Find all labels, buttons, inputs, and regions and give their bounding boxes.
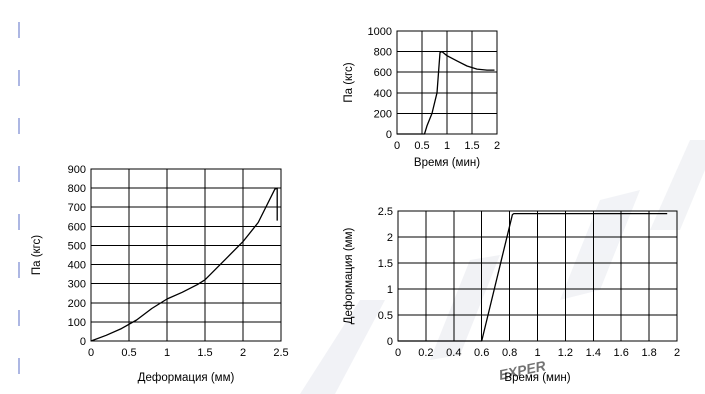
x-axis-title: Деформация (мм)	[138, 372, 235, 384]
x-axis-title: Время (мин)	[504, 372, 570, 384]
y-axis-title: Па (кгс)	[31, 235, 43, 275]
x-tick-label: 1.4	[586, 347, 601, 359]
y-tick-label: 500	[68, 240, 86, 252]
y-tick-label: 800	[68, 183, 86, 195]
x-tick-label: 0	[395, 347, 401, 359]
series-line	[397, 50, 495, 135]
y-axis-title: Деформация (мм)	[343, 228, 355, 325]
x-tick-label: 0.2	[418, 347, 433, 359]
x-tick-label: 0.4	[446, 347, 461, 359]
chart-deformation-vs-time: 0 0.2 0.4 0.6 0.8 1 1.2 1.4 1.6 1.8 2 0 0.5 1 1.5 2 2.5 В…	[343, 206, 680, 384]
x-tick-label: 1.2	[558, 347, 573, 359]
x-axis-title: Время (мин)	[414, 157, 480, 169]
x-tick-label: 1.6	[614, 347, 629, 359]
watermark-stroke	[650, 140, 705, 230]
y-tick-label: 0	[386, 129, 392, 141]
y-tick-label: 300	[68, 279, 86, 291]
y-tick-label: 2.5	[378, 206, 393, 218]
y-tick-label: 2	[387, 232, 393, 244]
y-tick-label: 200	[374, 108, 392, 120]
series-line	[90, 187, 278, 342]
plot-frame	[397, 210, 678, 342]
x-tick-label: 0.6	[474, 347, 489, 359]
plot-frame	[90, 168, 282, 342]
y-axis-title: Па (кгс)	[343, 62, 355, 102]
watermark: EXPER	[300, 140, 705, 394]
y-tick-label: 1.5	[378, 258, 393, 270]
x-tick-label: 2	[494, 140, 500, 152]
y-tick-label: 0	[80, 336, 86, 348]
y-tick-label: 600	[374, 67, 392, 79]
chart-force-vs-time: 0 0.5 1 1.5 2 0 200 400 600 800 1000 Время (мин) Па …	[343, 26, 500, 169]
y-tick-label: 1000	[368, 26, 392, 38]
x-tick-label: 1.8	[641, 347, 656, 359]
y-tick-label: 400	[374, 88, 392, 100]
watermark-stroke	[300, 300, 385, 394]
y-tick-label: 1	[387, 284, 393, 296]
y-tick-label: 400	[68, 260, 86, 272]
y-tick-label: 0.5	[378, 310, 393, 322]
x-tick-label: 1.5	[197, 347, 212, 359]
watermark-stroke	[430, 255, 500, 360]
x-tick-label: 0	[394, 140, 400, 152]
y-tick-label: 700	[68, 202, 86, 214]
x-tick-label: 0	[88, 347, 94, 359]
y-tick-label: 0	[387, 336, 393, 348]
chart-force-vs-deformation: 0 0.5 1 1.5 2 2.5 0 100 200 300 400 500 600 700 800 900…	[31, 164, 289, 384]
y-tick-label: 900	[68, 164, 86, 176]
x-tick-label: 1	[164, 347, 170, 359]
y-tick-label: 100	[68, 317, 86, 329]
x-tick-label: 2	[240, 347, 246, 359]
series-line	[398, 212, 668, 342]
x-tick-label: 1.5	[464, 140, 479, 152]
x-tick-label: 0.5	[414, 140, 429, 152]
y-tick-label: 200	[68, 298, 86, 310]
y-tick-label: 600	[68, 221, 86, 233]
plot-frame	[396, 30, 498, 135]
x-tick-label: 0.5	[121, 347, 136, 359]
watermark-stroke	[560, 190, 640, 300]
x-tick-label: 1	[534, 347, 540, 359]
x-tick-label: 2.5	[273, 347, 288, 359]
x-tick-label: 2	[674, 347, 680, 359]
x-tick-label: 0.8	[502, 347, 517, 359]
y-tick-label: 800	[374, 47, 392, 59]
x-tick-label: 1	[444, 140, 450, 152]
